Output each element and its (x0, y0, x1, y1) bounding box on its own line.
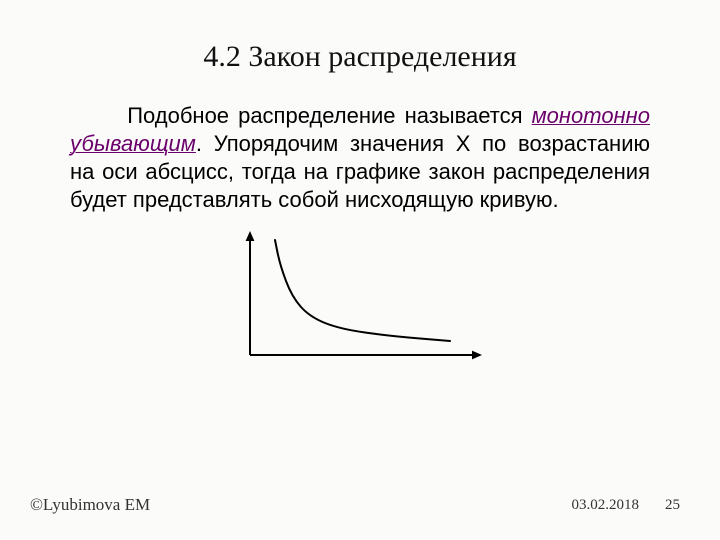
figure-container (70, 225, 650, 375)
slide: 4.2 Закон распределения Подобное распред… (0, 0, 720, 540)
footer-date: 03.02.2018 (572, 497, 640, 514)
y-axis-arrow-icon (246, 231, 255, 241)
body-paragraph: Подобное распределение называется моното… (70, 102, 650, 215)
footer-author: ©Lyubimova EM (30, 495, 150, 515)
footer-right-group: 03.02.2018 25 (572, 497, 681, 514)
body-part1: Подобное распределение называется (127, 103, 531, 128)
distribution-curve (275, 240, 450, 341)
slide-footer: ©Lyubimova EM 03.02.2018 25 (0, 490, 720, 520)
footer-page-number: 25 (665, 497, 680, 514)
distribution-chart (220, 225, 500, 375)
x-axis-arrow-icon (472, 350, 482, 359)
slide-title: 4.2 Закон распределения (70, 40, 650, 74)
